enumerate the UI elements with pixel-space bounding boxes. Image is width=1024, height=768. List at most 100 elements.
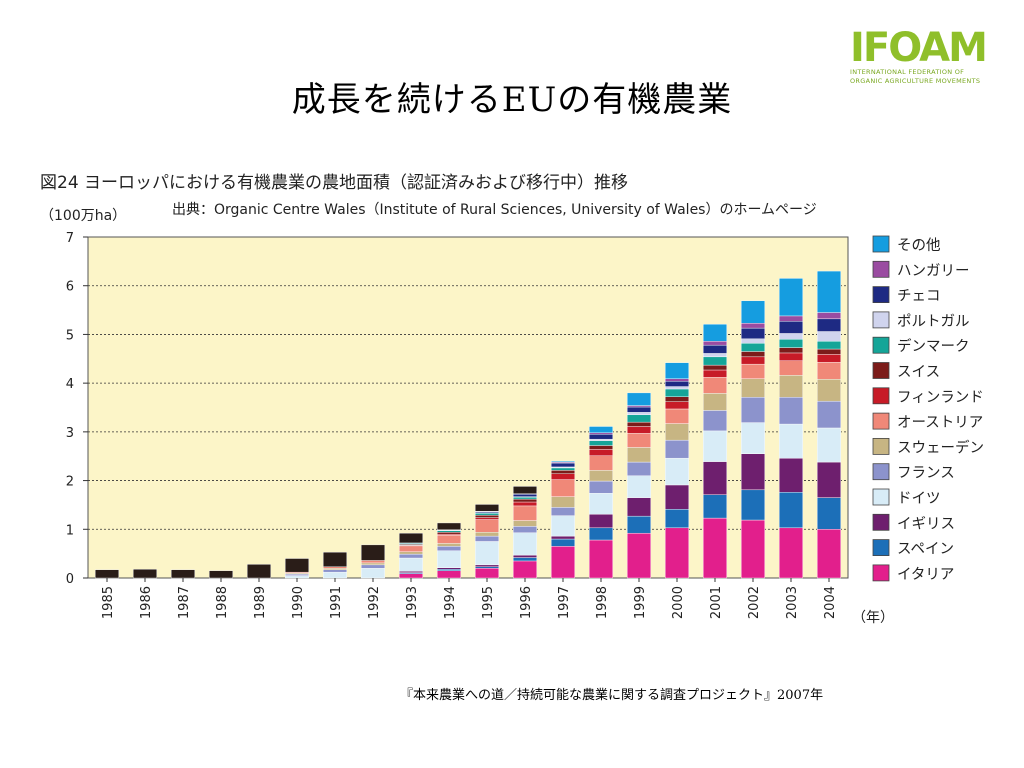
bar-segment-4: [551, 507, 575, 516]
bar-segment-3: [437, 550, 461, 568]
bar-segment-0: [437, 570, 461, 579]
bar-segment-3: [627, 475, 651, 498]
bar-segment-1: [627, 515, 651, 534]
bar-segment-5: [437, 543, 461, 547]
bar-segment-13: [95, 569, 119, 579]
bar-segment-0: [665, 527, 689, 579]
slide-footer: 『本来農業への道／持続可能な農業に関する調査プロジェクト』2007年: [400, 688, 824, 703]
bar-segment-2: [551, 535, 575, 540]
bar-segment-11: [551, 462, 575, 468]
bar-segment-2: [399, 570, 423, 573]
legend-swatch: [872, 539, 890, 556]
bar-segment-9: [703, 356, 727, 366]
bar-segment-5: [741, 378, 765, 398]
bar-segment-3: [779, 423, 803, 459]
bar-segment-4: [817, 400, 841, 429]
legend-swatch: [872, 564, 890, 582]
bar-segment-13: [513, 486, 537, 494]
bar-segment-10: [703, 353, 727, 358]
logo-line-2: ORGANIC AGRICULTURE MOVEMENTS: [850, 77, 981, 85]
bar-segment-6: [475, 519, 499, 533]
bar-segment-8: [779, 347, 803, 354]
x-tick-label: 1989: [253, 586, 268, 619]
bar-segment-1: [741, 489, 765, 521]
bar-segment-10: [665, 386, 689, 390]
x-tick-label: 1997: [557, 586, 572, 619]
legend-label: ハンガリー: [897, 262, 970, 279]
bar-segment-2: [817, 461, 841, 498]
bar-segment-0: [475, 568, 499, 579]
bar-segment-10: [589, 438, 613, 441]
legend-label: スペイン: [897, 542, 954, 558]
bar-segment-12: [665, 378, 689, 382]
bar-segment-9: [779, 339, 803, 348]
bar-segment-6: [399, 545, 423, 552]
bar-segment-9: [475, 513, 499, 516]
x-tick-label: 1991: [329, 586, 344, 619]
bar-segment-6: [323, 566, 347, 569]
bar-segment-8: [513, 498, 537, 503]
bar-segment-13: [133, 569, 157, 579]
legend-swatch: [872, 488, 890, 506]
bar-segment-13: [703, 323, 727, 342]
bar-segment-2: [779, 457, 803, 493]
bar-segment-8: [589, 445, 613, 450]
x-tick-label: 1993: [405, 586, 420, 619]
bar-segment-8: [665, 396, 689, 402]
bar-segment-5: [817, 379, 841, 402]
bar-segment-13: [171, 569, 195, 579]
bar-segment-10: [627, 412, 651, 416]
bar-segment-1: [475, 566, 499, 569]
bar-segment-13: [589, 426, 613, 434]
legend-label: チェコ: [897, 289, 941, 305]
bar-segment-13: [665, 362, 689, 379]
bar-segment-2: [703, 461, 727, 495]
bar-segment-11: [817, 318, 841, 332]
bar-segment-4: [323, 569, 347, 573]
y-tick-label: 2: [66, 475, 74, 490]
bar-segment-2: [741, 453, 765, 491]
bar-segment-9: [741, 342, 765, 352]
bar-segment-12: [741, 323, 765, 329]
bar-segment-6: [589, 455, 613, 471]
legend-label: スイス: [897, 365, 940, 381]
legend-swatch: [872, 387, 890, 405]
bar-segment-5: [779, 375, 803, 398]
logo-line-1: INTERNATIONAL FEDERATION OF: [850, 68, 965, 76]
legend-label: スウェーデン: [897, 438, 984, 456]
bar-segment-5: [475, 532, 499, 537]
bar-segment-8: [703, 364, 727, 371]
bar-segment-5: [323, 568, 347, 570]
bar-segment-13: [551, 460, 575, 463]
bar-segment-7: [589, 449, 613, 456]
bar-segment-13: [209, 570, 233, 579]
legend-swatch: [872, 412, 890, 430]
bar-segment-3: [589, 493, 613, 515]
bar-segment-1: [703, 494, 727, 519]
bar-segment-13: [247, 564, 271, 579]
bar-segment-0: [779, 527, 803, 579]
x-tick-label: 2003: [785, 586, 800, 619]
bar-segment-9: [551, 467, 575, 471]
bar-segment-6: [361, 560, 385, 564]
bar-segment-5: [627, 447, 651, 463]
bar-segment-10: [817, 331, 841, 342]
bar-segment-3: [817, 427, 841, 463]
legend-label: ポルトガル: [897, 313, 970, 330]
bar-segment-10: [779, 333, 803, 340]
bar-segment-7: [627, 426, 651, 434]
bar-segment-9: [627, 414, 651, 423]
bar-segment-4: [513, 526, 537, 533]
y-tick-label: 5: [66, 328, 74, 343]
bar-segment-2: [589, 513, 613, 529]
bar-segment-0: [399, 573, 423, 579]
bar-segment-3: [551, 515, 575, 537]
x-tick-label: 2004: [823, 586, 838, 619]
x-tick-label: 2000: [671, 586, 686, 619]
bar-segment-11: [665, 380, 689, 387]
bar-segment-13: [779, 278, 803, 317]
bar-segment-3: [741, 422, 765, 454]
x-tick-label: 1999: [633, 586, 648, 619]
legend-swatch: [872, 235, 890, 253]
x-tick-label: 1985: [101, 586, 116, 619]
